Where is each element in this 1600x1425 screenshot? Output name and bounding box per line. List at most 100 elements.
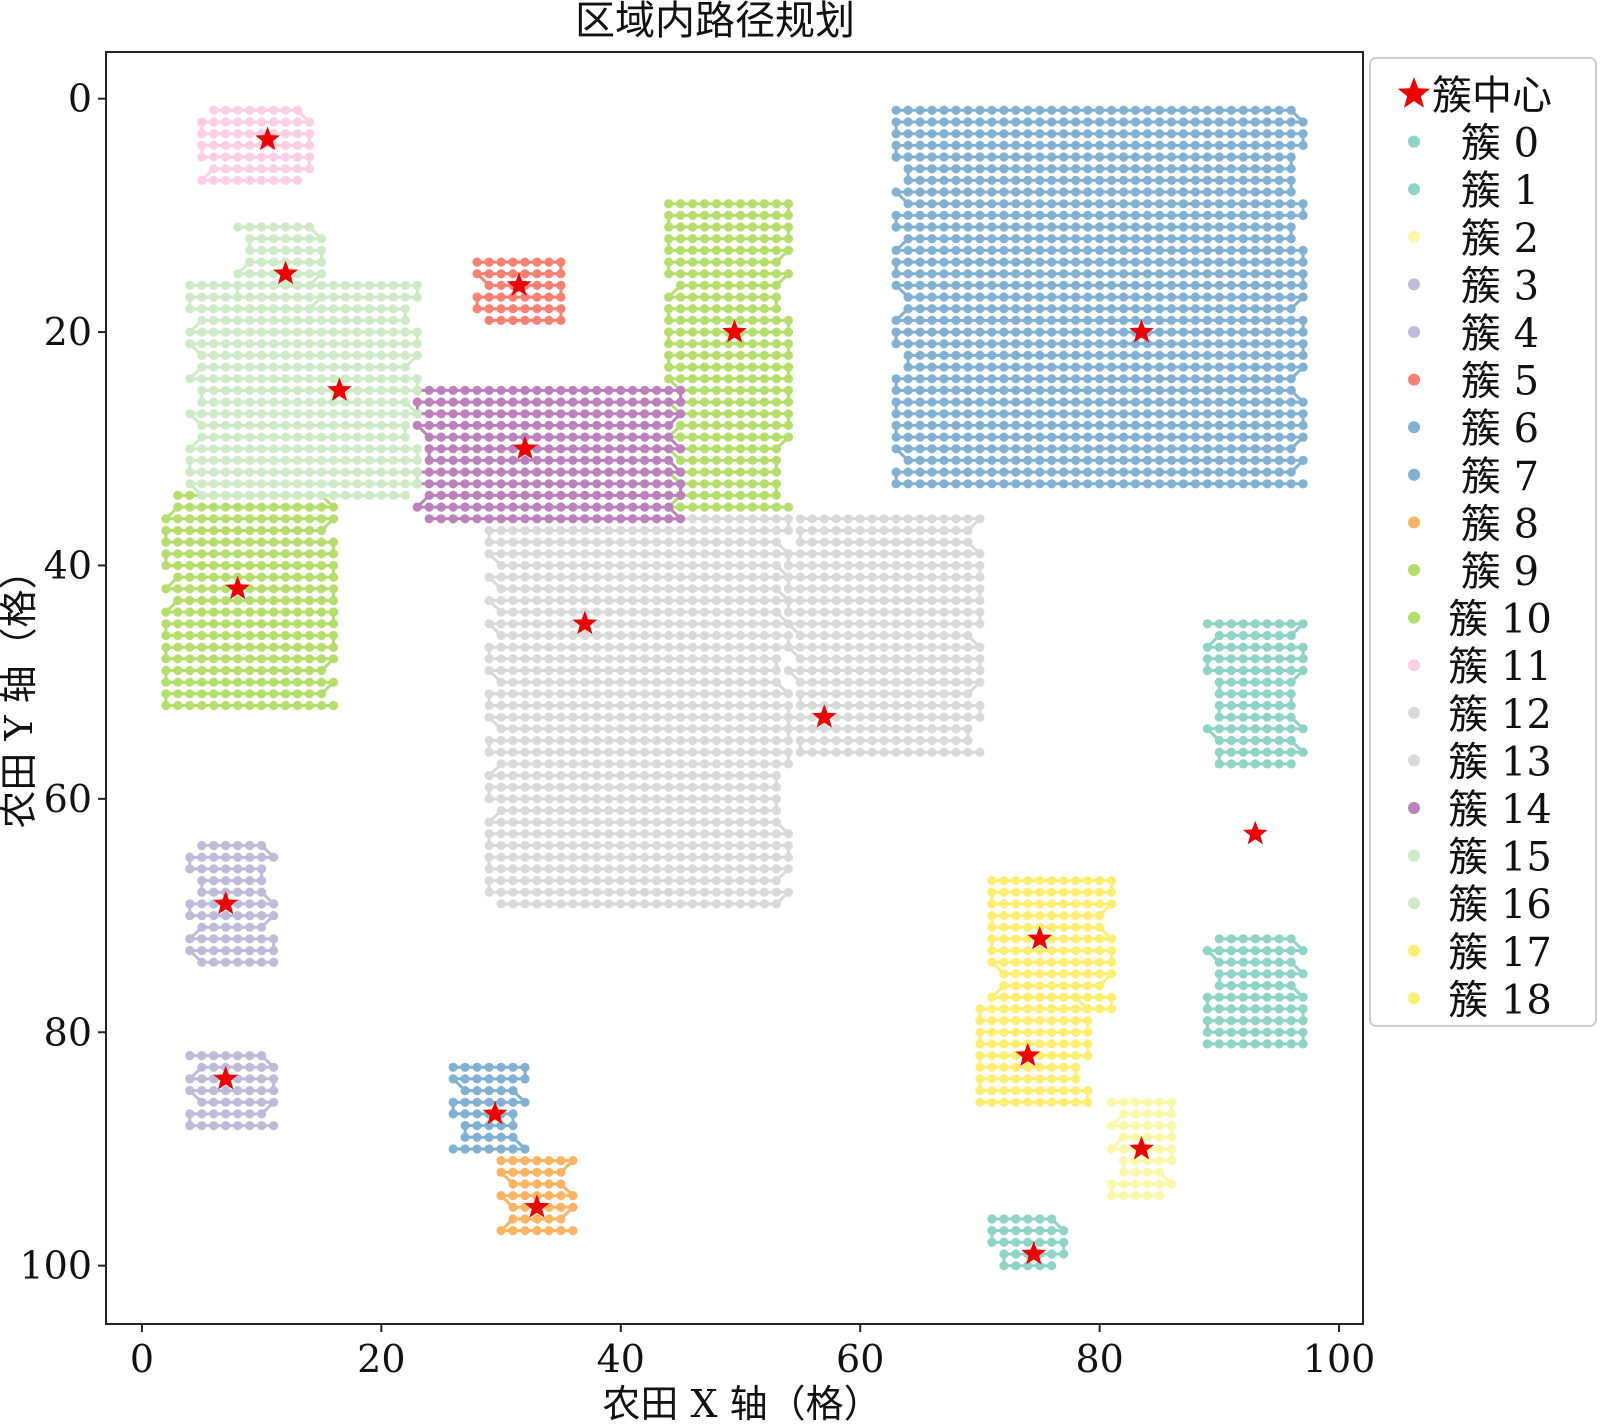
cluster-point bbox=[496, 1156, 506, 1166]
cluster-point bbox=[1047, 374, 1057, 384]
cluster-point bbox=[269, 350, 279, 360]
cluster-point bbox=[723, 887, 734, 897]
cluster-point bbox=[700, 525, 710, 536]
cluster-point bbox=[1190, 350, 1200, 360]
cluster-point bbox=[592, 852, 602, 862]
cluster-point bbox=[592, 490, 602, 500]
cluster-center-star bbox=[506, 272, 532, 296]
cluster-point bbox=[508, 315, 518, 325]
legend-marker bbox=[1408, 897, 1420, 910]
cluster-point bbox=[221, 455, 231, 465]
cluster-point bbox=[1226, 292, 1236, 302]
cluster-point bbox=[927, 129, 937, 139]
cluster-point bbox=[999, 350, 1009, 360]
cluster-point bbox=[508, 770, 518, 781]
cluster-point bbox=[664, 852, 674, 862]
cluster-point bbox=[496, 712, 506, 722]
cluster-point bbox=[520, 840, 530, 851]
cluster-point bbox=[1047, 1097, 1057, 1107]
cluster-point bbox=[664, 677, 674, 687]
cluster-point bbox=[1226, 467, 1236, 477]
cluster-point bbox=[987, 234, 997, 244]
cluster-point bbox=[747, 724, 758, 734]
cluster-point bbox=[1274, 957, 1284, 967]
cluster-point bbox=[711, 257, 722, 267]
cluster-point bbox=[1047, 420, 1057, 430]
cluster-point bbox=[544, 817, 554, 827]
cluster-point bbox=[783, 700, 794, 711]
cluster-point bbox=[197, 619, 207, 629]
cluster-point bbox=[616, 432, 626, 442]
cluster-point bbox=[1238, 350, 1248, 360]
cluster-point bbox=[1095, 327, 1105, 337]
cluster-point bbox=[975, 572, 985, 582]
cluster-point bbox=[173, 595, 183, 606]
cluster-point bbox=[723, 397, 734, 407]
cluster-point bbox=[1011, 374, 1021, 384]
cluster-point bbox=[292, 444, 303, 454]
cluster-point bbox=[1238, 455, 1248, 465]
cluster-point bbox=[233, 374, 243, 384]
cluster-point bbox=[376, 385, 386, 395]
cluster-point bbox=[161, 619, 171, 629]
cluster-point bbox=[963, 724, 973, 734]
cluster-point bbox=[269, 700, 279, 711]
cluster-point bbox=[496, 817, 506, 827]
cluster-point bbox=[245, 525, 255, 536]
cluster-point bbox=[723, 840, 734, 851]
cluster-point bbox=[221, 852, 231, 862]
cluster-point bbox=[1202, 1016, 1212, 1026]
cluster-point bbox=[221, 385, 231, 395]
cluster-point bbox=[1262, 385, 1272, 395]
cluster-point bbox=[1250, 409, 1260, 419]
cluster-point bbox=[807, 700, 817, 711]
cluster-point bbox=[1047, 129, 1057, 139]
cluster-point bbox=[173, 549, 183, 559]
cluster-point bbox=[604, 689, 614, 699]
cluster-point bbox=[711, 234, 722, 244]
cluster-point bbox=[1202, 210, 1212, 220]
cluster-point bbox=[759, 770, 770, 781]
cluster-point bbox=[1274, 946, 1284, 956]
cluster-point bbox=[460, 467, 470, 477]
cluster-point bbox=[1190, 105, 1200, 115]
cluster-point bbox=[1154, 164, 1165, 174]
cluster-point bbox=[1142, 210, 1153, 220]
cluster-point bbox=[233, 700, 243, 711]
cluster-point bbox=[556, 432, 566, 442]
cluster-point bbox=[1047, 339, 1057, 349]
cluster-point bbox=[915, 315, 925, 325]
cluster-point bbox=[1130, 187, 1141, 197]
cluster-point bbox=[1166, 292, 1177, 302]
cluster-point bbox=[1130, 420, 1141, 430]
cluster-point bbox=[1059, 455, 1069, 465]
cluster-point bbox=[735, 269, 746, 279]
cluster-point bbox=[664, 537, 674, 547]
cluster-point bbox=[628, 619, 638, 629]
cluster-point bbox=[771, 887, 782, 897]
cluster-point bbox=[1023, 876, 1033, 886]
cluster-point bbox=[1226, 630, 1236, 641]
cluster-point bbox=[1071, 350, 1081, 360]
cluster-point bbox=[987, 397, 997, 407]
cluster-point bbox=[185, 677, 195, 687]
cluster-point bbox=[747, 397, 758, 407]
cluster-point bbox=[316, 514, 327, 524]
cluster-point bbox=[592, 525, 602, 536]
cluster-point bbox=[1023, 444, 1033, 454]
cluster-point bbox=[221, 922, 231, 932]
cluster-point bbox=[1262, 199, 1272, 209]
cluster-point bbox=[568, 467, 578, 477]
cluster-point bbox=[1214, 362, 1224, 372]
cluster-point bbox=[1190, 129, 1200, 139]
cluster-point bbox=[1095, 269, 1105, 279]
cluster-point bbox=[520, 1062, 530, 1072]
cluster-point bbox=[1262, 946, 1272, 956]
cluster-point bbox=[484, 385, 494, 395]
cluster-point bbox=[604, 537, 614, 547]
cluster-point bbox=[245, 350, 255, 360]
cluster-point bbox=[592, 817, 602, 827]
cluster-point bbox=[1130, 455, 1141, 465]
cluster-point bbox=[711, 654, 722, 664]
cluster-point bbox=[1190, 257, 1200, 267]
